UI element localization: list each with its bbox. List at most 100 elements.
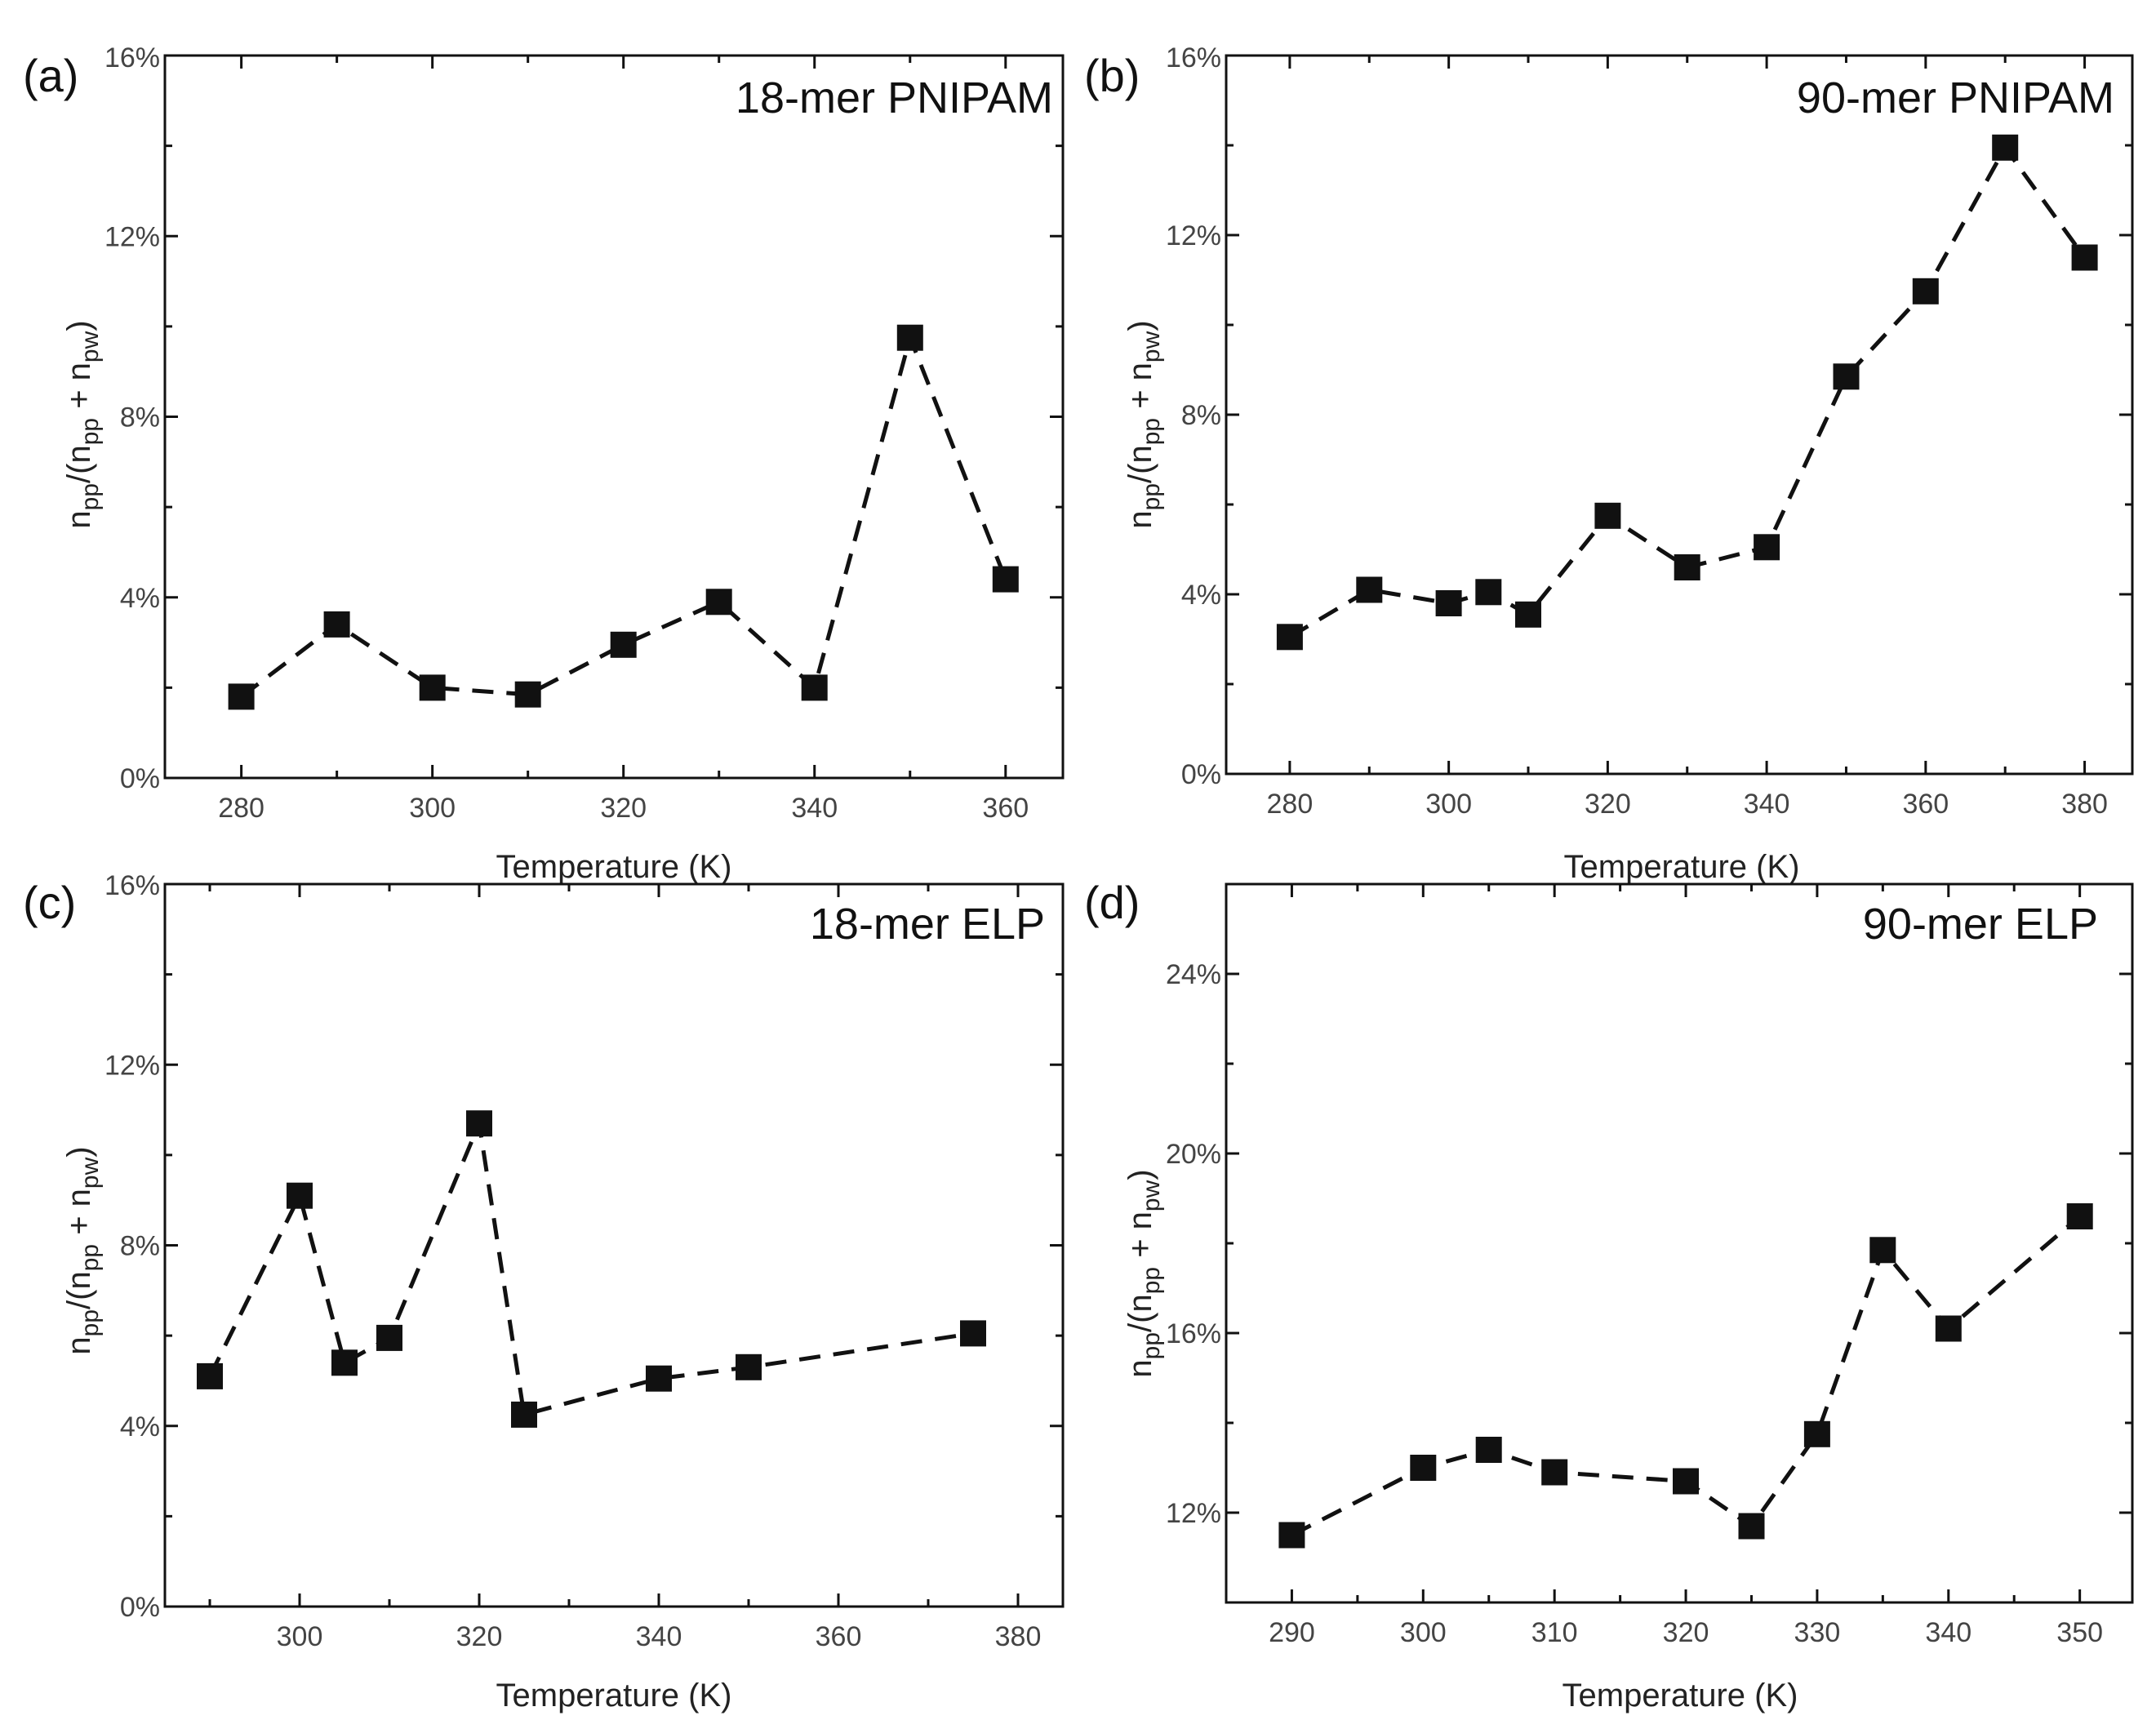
panel-d-y-axis-title-sub1: pp <box>1138 1332 1165 1359</box>
panel-b-plot: 280 300 320 340 360 380 0% 4% 8% 12% <box>1166 54 2134 820</box>
panel-c-data-point <box>511 1401 537 1428</box>
panel-b: (b) 16% 280 300 320 340 360 380 0% 4% 8% 12% 90-m… <box>1084 42 2134 885</box>
panel-c-y-tick-label: 4% <box>120 1411 160 1442</box>
panel-c-data-point <box>646 1365 672 1392</box>
panel-d-x-tick-label: 290 <box>1269 1617 1315 1648</box>
panel-c-x-tick-label: 320 <box>456 1621 503 1652</box>
panel-b-x-tick-label: 340 <box>1744 789 1790 820</box>
panel-b-title: 90-mer PNIPAM <box>1797 73 2114 122</box>
panel-a-y-tick-label: 4% <box>120 583 160 614</box>
panel-a-y-axis-title-mid: /(n <box>61 445 97 483</box>
panel-b-y-tick-label: 8% <box>1181 400 1221 431</box>
panel-a-data-point <box>419 674 446 701</box>
panel-b-data-point <box>2071 244 2098 271</box>
panel-b-y-tick-label: 0% <box>1181 759 1221 790</box>
panel-a-y-axis-title-sub1: pp <box>77 483 104 510</box>
panel-d-y-tick-label: 12% <box>1166 1498 1221 1529</box>
panel-c-y-axis-title-sub1: pp <box>77 1309 104 1336</box>
panel-c-y-tick-label: 12% <box>104 1050 160 1081</box>
panel-c-y-tick-label: 0% <box>120 1592 160 1623</box>
panel-a-y-axis-title: npp/(npp + npw) <box>61 320 104 528</box>
panel-a-data-point <box>610 631 637 658</box>
panel-c-y-axis-title: npp/(npp + npw) <box>61 1146 104 1354</box>
panel-c-y-axis-title-sub2: pp <box>77 1244 104 1271</box>
panel-c-data-point <box>197 1362 223 1389</box>
panel-a-y-axis-title-sub2: pp <box>77 418 104 445</box>
panel-d-data-point <box>2066 1203 2093 1229</box>
panel-c-y-axis-title-n: n <box>61 1336 97 1354</box>
panel-d-y-axis-title-close: ) <box>1122 1169 1158 1180</box>
panel-a-data-point <box>514 681 541 708</box>
panel-d-y-axis-title-mid: /(n <box>1122 1294 1158 1332</box>
panel-d-y-axis-title-sub2: pp <box>1138 1267 1165 1294</box>
panel-a-x-tick-label: 340 <box>791 793 838 824</box>
panel-c-plot-frame <box>163 882 1065 1608</box>
panel-d-plot-frame <box>1225 882 2134 1604</box>
panel-b-data-point <box>1435 590 1462 616</box>
panel-d-data-point <box>1738 1513 1765 1540</box>
panel-c-x-tick-label: 340 <box>636 1621 682 1652</box>
panel-c-data-point <box>960 1320 986 1347</box>
panel-b-y-axis-title-sub1: pp <box>1138 483 1165 510</box>
panel-b-x-tick-label: 380 <box>2061 789 2108 820</box>
panel-a-data-point <box>992 566 1019 593</box>
panel-c-y-axis-title-plus: + n <box>61 1189 97 1244</box>
panel-d-x-tick-label: 330 <box>1794 1617 1841 1648</box>
panel-b-label: (b) <box>1084 50 1140 101</box>
panel-d-series-line <box>1291 1215 2082 1537</box>
panel-a-y-axis-title-close: ) <box>61 320 97 331</box>
panel-c-x-tick-label: 360 <box>816 1621 862 1652</box>
panel-d-data-point <box>1673 1468 1699 1495</box>
panel-c-data-point <box>466 1110 492 1137</box>
panel-d-data-point <box>1803 1420 1830 1447</box>
panel-b-data-point <box>1912 278 1939 304</box>
panel-d-y-tick-label: 20% <box>1166 1139 1221 1170</box>
panel-a-y-tick-label: 12% <box>104 221 160 252</box>
panel-a-x-tick-label: 280 <box>218 793 264 824</box>
panel-b-data-point <box>1475 579 1502 606</box>
panel-b-y-tick-label: 12% <box>1166 220 1221 251</box>
panel-a-plot-frame <box>163 54 1065 780</box>
panel-b-data-point <box>1276 624 1303 651</box>
panel-b-data-point <box>1674 554 1700 580</box>
panel-d-title: 90-mer ELP <box>1863 900 2098 949</box>
panel-b-y-tick-label: 4% <box>1181 580 1221 611</box>
panel-d-y-axis-title-n: n <box>1122 1359 1158 1377</box>
panel-b-y-axis-title-n: n <box>1122 510 1158 528</box>
panel-d-x-tick-label: 300 <box>1400 1617 1447 1648</box>
panel-b-data-point <box>1833 363 1860 390</box>
panel-c-x-axis-title: Temperature (K) <box>496 1678 732 1713</box>
panel-c-y-axis-title-mid: /(n <box>61 1271 97 1309</box>
panel-c-x-tick-label: 380 <box>995 1621 1042 1652</box>
panel-b-ymax-label: 16% <box>1166 42 1221 73</box>
panel-c-y-axis-title-sub3: pw <box>77 1157 104 1189</box>
panel-a-y-tick-label: 8% <box>120 402 160 433</box>
panel-c-series-line <box>207 1116 974 1418</box>
panel-d-x-tick-label: 350 <box>2056 1617 2103 1648</box>
panel-b-y-axis-title-plus: + n <box>1122 362 1158 418</box>
panel-d-y-tick-label: 16% <box>1166 1318 1221 1349</box>
panel-b-y-axis-title: npp/(npp + npw) <box>1122 320 1165 528</box>
panel-a-title: 18-mer PNIPAM <box>736 73 1053 122</box>
panel-a-y-axis-title-n: n <box>61 510 97 528</box>
panel-b-data-point <box>1754 534 1780 561</box>
panel-a-data-point <box>801 674 828 701</box>
panel-d-data-point <box>1935 1315 1962 1342</box>
panel-d-y-tick-label: 24% <box>1166 959 1221 990</box>
panel-a-data-point <box>896 324 923 351</box>
panel-d-x-tick-label: 320 <box>1663 1617 1709 1648</box>
panel-c-title: 18-mer ELP <box>810 900 1045 949</box>
panel-b-x-tick-label: 280 <box>1267 789 1314 820</box>
panel-b-x-axis-title: Temperature (K) <box>1564 849 1800 885</box>
panel-a-data-point <box>228 683 255 710</box>
panel-c-x-tick-label: 300 <box>277 1621 323 1652</box>
panel-c-label: (c) <box>23 877 76 928</box>
panel-c-y-tick-label: 8% <box>120 1231 160 1262</box>
panel-d-data-point <box>1410 1455 1437 1481</box>
panel-d-plot: 290 300 310 320 330 340 350 12% 16% 20% 24% <box>1166 882 2134 1648</box>
panel-d: (d) 290 300 310 320 330 340 350 12% 16% 20% 24% 90… <box>1084 877 2134 1713</box>
panel-a-y-axis-title-sub3: pw <box>77 331 104 362</box>
panel-d-label: (d) <box>1084 877 1140 928</box>
panel-c-plot: 300 320 340 360 380 0% 4% 8% 12% <box>104 882 1065 1652</box>
